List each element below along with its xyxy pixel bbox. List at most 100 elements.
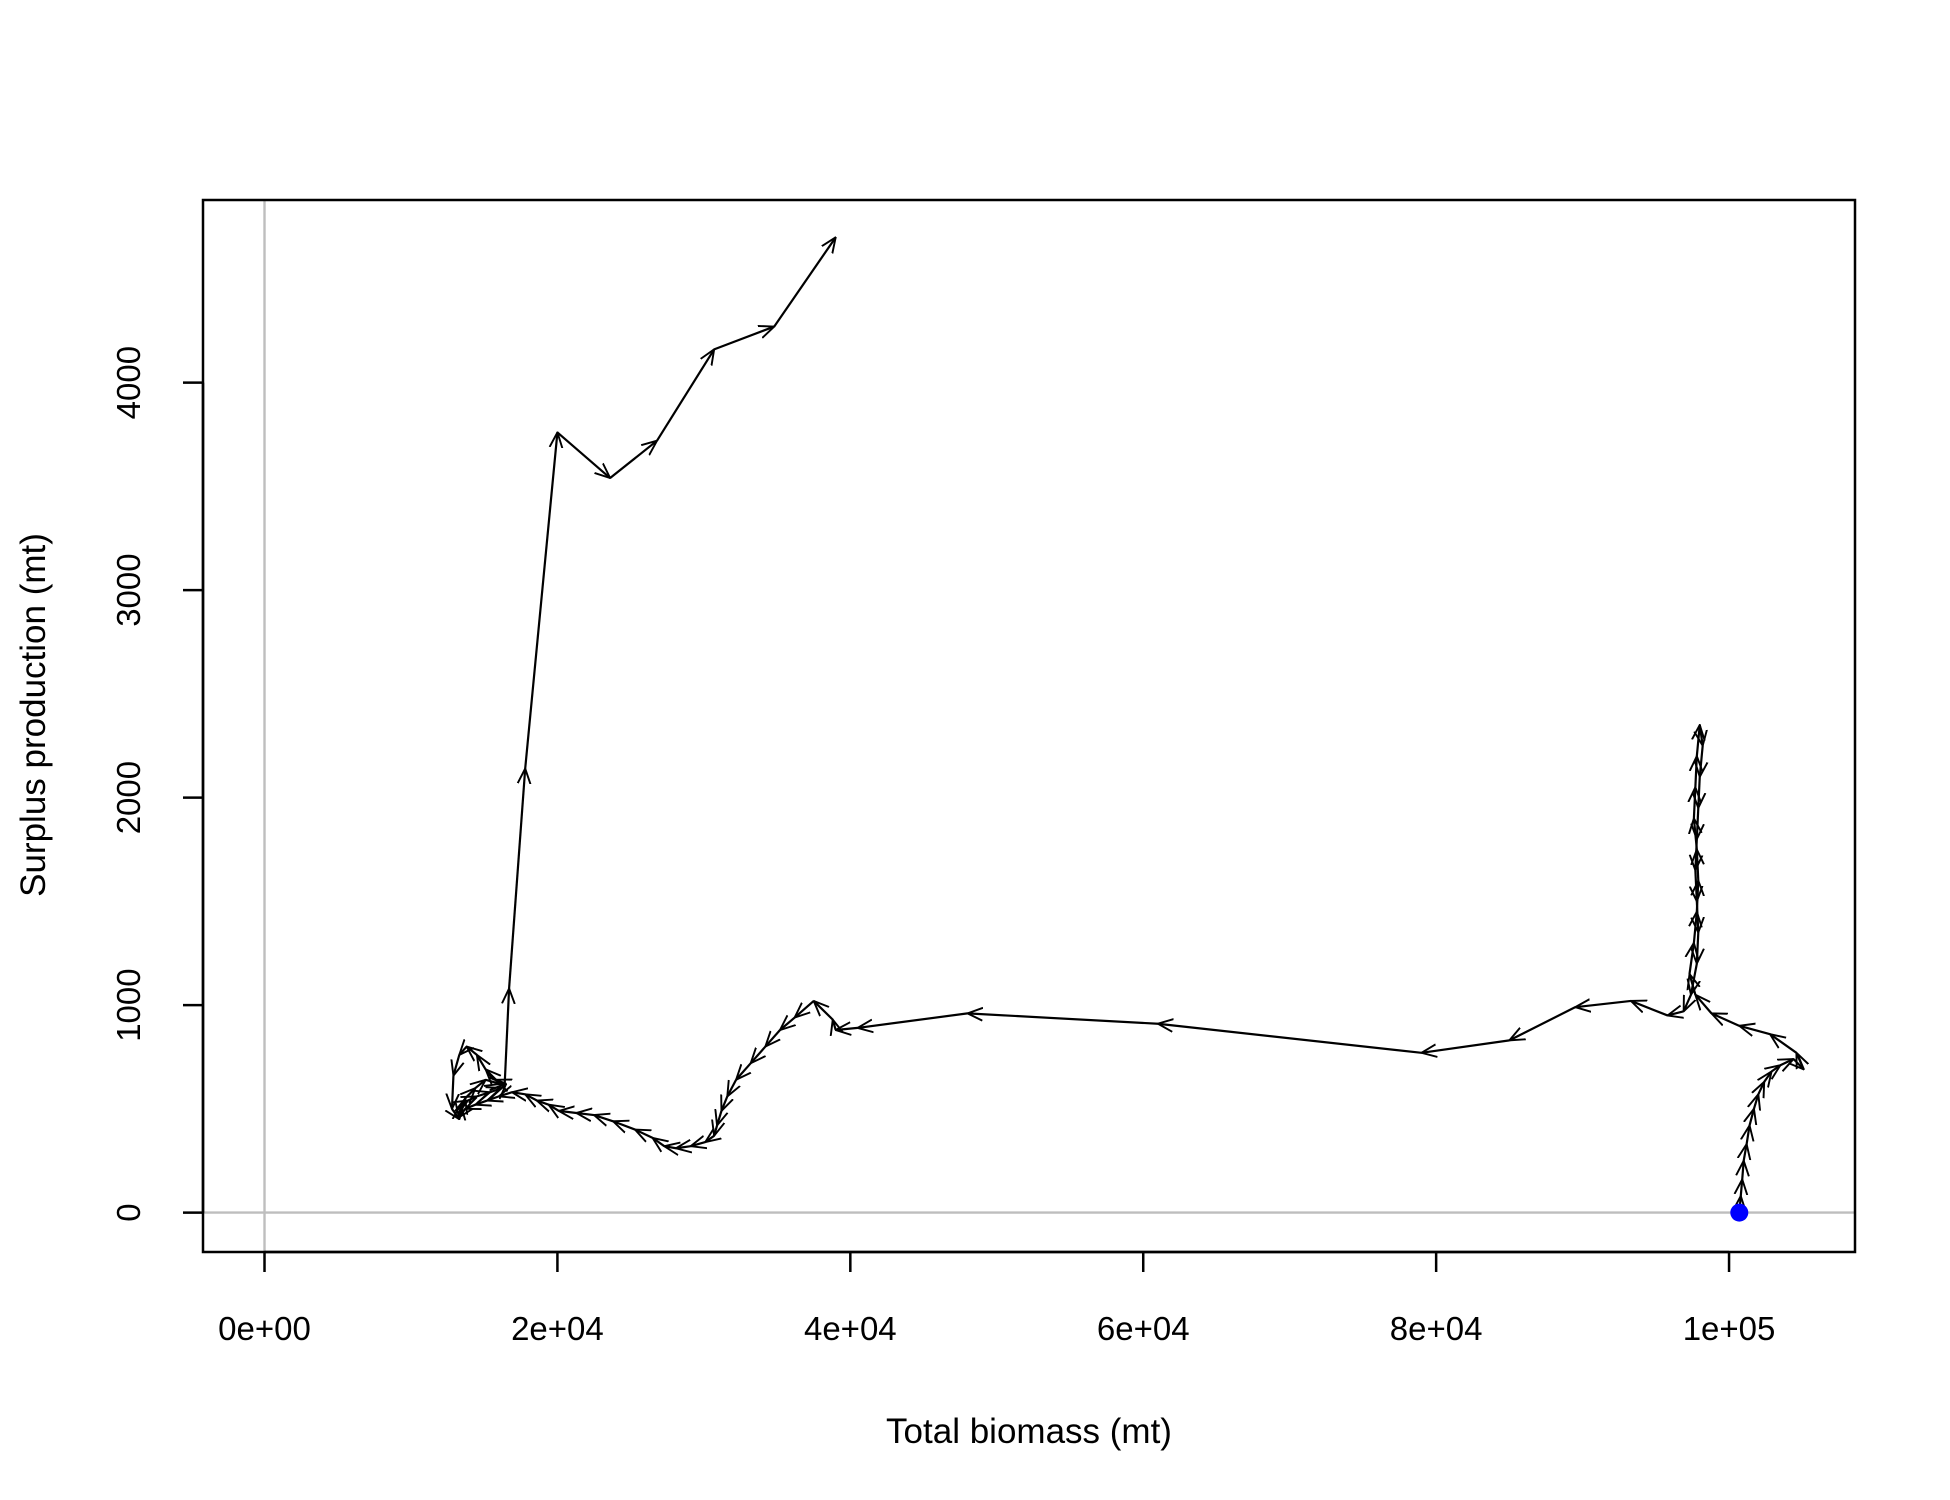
trajectory-arrow [1695, 756, 1696, 788]
trajectory-arrow [765, 1029, 781, 1047]
trajectory-arrow [468, 1096, 477, 1100]
trajectory-arrow [858, 1012, 968, 1028]
trajectory-arrow [477, 1055, 486, 1070]
trajectory-arrow [505, 988, 509, 1084]
trajectory-arrow [653, 1138, 665, 1146]
trajectory-arrow [1158, 1024, 1422, 1054]
trajectory-arrow [1747, 1125, 1750, 1145]
trajectory-arrow [1575, 1001, 1632, 1007]
trajectory-arrow [465, 1105, 475, 1109]
trajectory-arrow [1631, 1001, 1668, 1017]
x-axis: 0e+00 2e+04 4e+04 6e+04 8e+04 1e+05 [218, 1250, 1776, 1347]
trajectory-arrow [836, 1028, 858, 1030]
trajectory-arrow [1772, 1065, 1781, 1071]
trajectory-arrow [1739, 1026, 1771, 1034]
trajectory-arrow [537, 1101, 549, 1105]
reference-lines [203, 200, 1855, 1252]
trajectory-arrow [1668, 1011, 1684, 1015]
trajectory-arrow [525, 1094, 537, 1100]
trajectory-arrow [705, 1136, 714, 1142]
y-tick-label: 1000 [110, 968, 147, 1041]
trajectory-arrow [475, 1080, 485, 1088]
x-tick-label: 1e+05 [1683, 1310, 1776, 1347]
trajectory-arrow [1694, 912, 1697, 943]
trajectory-arrow [721, 1096, 727, 1111]
trajectory-arrow [556, 431, 610, 478]
trajectory-arrow [1780, 1059, 1793, 1065]
trajectory-arrow [1690, 943, 1694, 975]
y-tick-label: 0 [110, 1203, 147, 1221]
trajectory-arrow [1770, 1034, 1798, 1054]
trajectory-arrow [459, 1047, 466, 1055]
trajectory-arrow [814, 1001, 834, 1021]
trajectory-arrow [691, 1142, 706, 1146]
trajectory-arrow [795, 1000, 815, 1018]
trajectory-arrow [656, 349, 714, 442]
trajectory-arrow [713, 327, 774, 351]
trajectory-arrow [1742, 1161, 1743, 1180]
trajectory-arrow [967, 1013, 1158, 1025]
trajectory-arrow [714, 1125, 717, 1135]
trajectory-arrow [751, 1045, 767, 1064]
trajectory-arrow [833, 1020, 836, 1030]
x-axis-title: Total biomass (mt) [886, 1412, 1172, 1451]
trajectory-arrow [1682, 994, 1691, 1012]
trajectory-arrow [1758, 1082, 1764, 1094]
trajectory-arrow [1754, 1094, 1758, 1109]
trajectory-arrow [477, 1092, 490, 1096]
x-tick-label: 2e+04 [511, 1310, 604, 1347]
trajectory-arrow [487, 1096, 499, 1100]
trajectory-arrow [467, 1047, 477, 1055]
trajectory-arrow [1700, 745, 1703, 777]
trajectory-arrow [524, 432, 557, 769]
trajectory-arrow [676, 1146, 691, 1148]
trajectory-arrow [1795, 1053, 1803, 1070]
trajectory-arrow [452, 1075, 453, 1109]
trajectory-arrow [559, 1111, 577, 1113]
trajectory-arrow [1744, 1144, 1747, 1161]
x-tick-label: 4e+04 [804, 1310, 897, 1347]
trajectory-arrow [1700, 724, 1703, 746]
trajectory-arrow [1509, 1006, 1576, 1040]
trajectory-arrow [1711, 1013, 1740, 1027]
trajectory-arrow [594, 1115, 614, 1121]
trajectory-arrow [499, 1092, 512, 1096]
trajectory-arrow [1697, 932, 1698, 963]
trajectory-arrow [1695, 995, 1713, 1015]
trajectory-arrow [507, 769, 525, 989]
x-tick-label: 8e+04 [1390, 1310, 1483, 1347]
y-axis: 0 1000 2000 3000 4000 [110, 346, 205, 1222]
trajectory-arrow [1741, 1179, 1742, 1197]
trajectory-arrow [1421, 1039, 1510, 1052]
trajectory-arrow [780, 1018, 795, 1030]
trajectory-arrow [736, 1062, 752, 1080]
trajectory-arrow [664, 1146, 676, 1148]
y-tick-label: 3000 [110, 553, 147, 626]
plot-frame [201, 198, 1857, 1254]
trajectory-arrow [475, 1101, 487, 1105]
start-point-layer [1730, 1203, 1749, 1222]
trajectory-arrow [1697, 807, 1698, 839]
trajectory-arrow [576, 1113, 595, 1115]
start-point-marker [1730, 1203, 1749, 1222]
trajectory-arrow [1698, 776, 1699, 808]
trajectory-arrow [512, 1092, 525, 1094]
x-tick-label: 0e+00 [218, 1310, 311, 1347]
trajectory-arrow [717, 1111, 721, 1126]
trajectory-arrow [1750, 1109, 1754, 1126]
x-tick-label: 6e+04 [1097, 1310, 1190, 1347]
trajectory-arrow [490, 1088, 502, 1092]
trajectory-arrow [773, 237, 836, 328]
y-tick-label: 4000 [110, 346, 147, 419]
y-axis-title: Surplus production (mt) [14, 533, 53, 897]
trajectory-arrow [1695, 870, 1696, 901]
trajectory-arrow [613, 1121, 636, 1129]
trajectory-arrow [727, 1079, 736, 1097]
trajectory-arrow [609, 441, 657, 479]
trajectory-arrow [635, 1130, 654, 1138]
trajectory-arrow [549, 1105, 559, 1111]
trajectory-arrow [1694, 787, 1695, 819]
trajectory-arrow [1764, 1071, 1771, 1081]
trajectory-arrow [1697, 901, 1698, 932]
